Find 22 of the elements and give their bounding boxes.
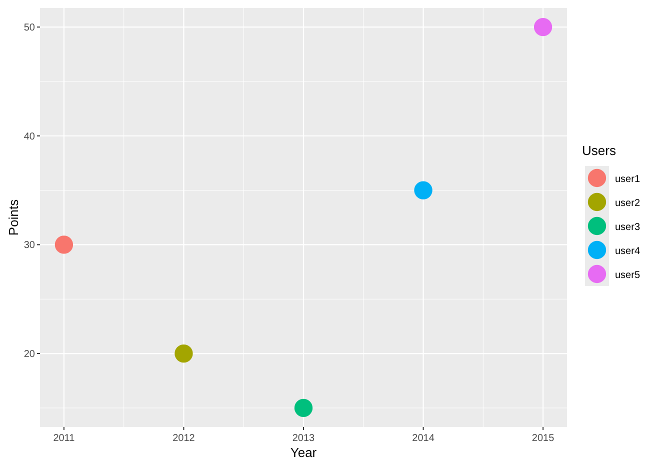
y-axis-title: Points bbox=[6, 198, 21, 236]
legend-title: Users bbox=[582, 143, 616, 158]
point bbox=[534, 18, 552, 36]
legend-label: user3 bbox=[615, 222, 640, 233]
y-tick-label: 40 bbox=[24, 131, 36, 142]
legend-label: user1 bbox=[615, 174, 640, 185]
x-tick-label: 2012 bbox=[172, 433, 196, 444]
point bbox=[294, 398, 313, 418]
legend-label: user4 bbox=[615, 246, 640, 257]
x-tick-label: 2011 bbox=[53, 433, 76, 444]
legend-label: user5 bbox=[615, 270, 640, 281]
point bbox=[174, 344, 193, 363]
y-tick-label: 50 bbox=[24, 22, 36, 34]
point bbox=[414, 181, 432, 200]
point bbox=[54, 236, 74, 254]
x-tick-label: 2014 bbox=[412, 433, 435, 444]
legend-label: user2 bbox=[615, 198, 640, 209]
y-tick-label: 30 bbox=[24, 240, 36, 252]
x-tick-label: 2013 bbox=[292, 433, 316, 444]
y-tick-label: 20 bbox=[24, 349, 36, 360]
x-tick-label: 2015 bbox=[532, 433, 555, 444]
x-axis-title: Year bbox=[290, 445, 318, 460]
